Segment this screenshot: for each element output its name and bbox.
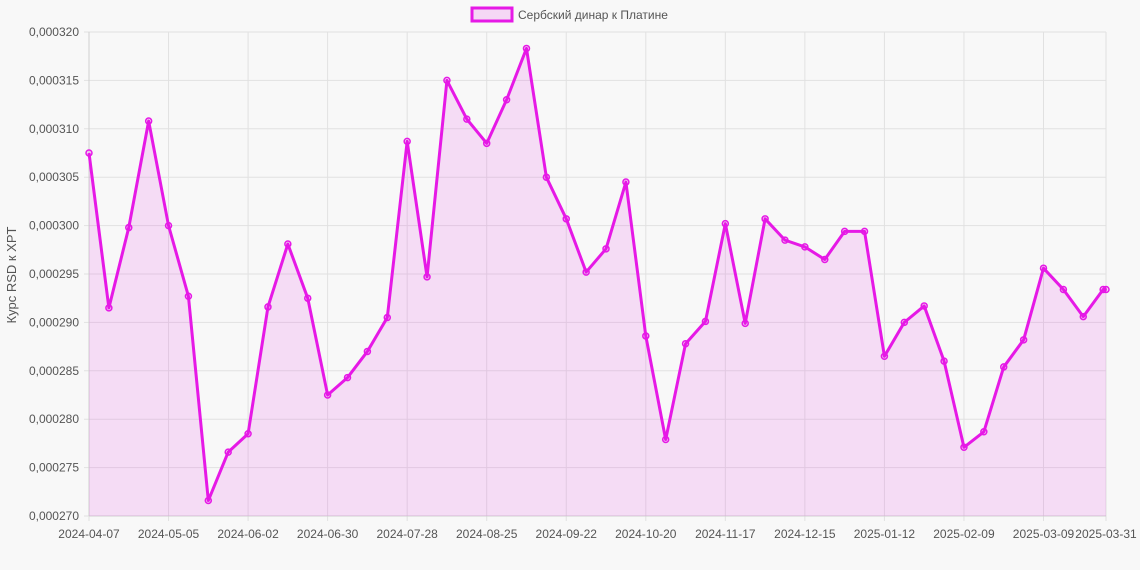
data-point[interactable] — [741, 319, 749, 328]
data-point[interactable] — [860, 227, 869, 236]
x-tick-label: 2024-04-07 — [58, 527, 120, 541]
data-point[interactable] — [821, 255, 829, 264]
series-area-fill — [89, 48, 1106, 517]
y-tick-label: 0,000270 — [29, 509, 79, 523]
x-tick-label: 2025-01-12 — [854, 527, 916, 541]
data-point[interactable] — [224, 448, 232, 456]
x-tick-label: 2024-11-17 — [695, 527, 756, 541]
data-point[interactable] — [1102, 285, 1110, 294]
data-point[interactable] — [284, 240, 292, 248]
y-tick-label: 0,000280 — [29, 412, 79, 426]
data-point[interactable] — [184, 292, 193, 301]
x-tick-label: 2024-10-20 — [615, 527, 677, 541]
data-point[interactable] — [244, 429, 252, 438]
data-point[interactable] — [85, 149, 93, 157]
data-point[interactable] — [661, 435, 670, 444]
x-tick-label: 2025-03-09 — [1013, 527, 1075, 541]
data-point[interactable] — [125, 223, 133, 232]
data-point[interactable] — [1079, 312, 1088, 321]
data-point[interactable] — [701, 317, 710, 326]
data-point[interactable] — [642, 332, 650, 340]
y-tick-label: 0,000320 — [29, 25, 79, 39]
data-point[interactable] — [264, 303, 272, 311]
grid — [84, 31, 1107, 521]
data-point[interactable] — [164, 221, 173, 230]
x-tick-label: 2024-09-22 — [536, 527, 598, 541]
y-tick-label: 0,000285 — [29, 364, 79, 378]
legend-label[interactable]: Сербский динар к Платине — [518, 8, 668, 22]
data-point[interactable] — [761, 215, 769, 223]
data-point[interactable] — [423, 273, 431, 281]
data-point[interactable] — [920, 302, 928, 310]
data-point[interactable] — [1039, 264, 1048, 272]
data-point[interactable] — [681, 339, 690, 348]
y-tick-label: 0,000305 — [29, 170, 79, 184]
y-tick-label: 0,000295 — [29, 267, 79, 281]
data-point[interactable] — [542, 173, 551, 181]
data-point[interactable] — [443, 76, 451, 85]
data-point[interactable] — [781, 236, 789, 244]
data-point[interactable] — [403, 137, 411, 146]
y-tick-label: 0,000300 — [29, 219, 79, 233]
data-point[interactable] — [801, 243, 809, 251]
x-tick-label: 2024-06-30 — [297, 527, 359, 541]
y-tick-label: 0,000315 — [29, 73, 79, 87]
data-point[interactable] — [960, 443, 968, 452]
data-point[interactable] — [522, 44, 531, 53]
data-point[interactable] — [622, 178, 630, 186]
data-point[interactable] — [323, 391, 332, 399]
x-tick-label: 2024-08-25 — [456, 527, 518, 541]
x-tick-label: 2024-05-05 — [138, 527, 200, 541]
data-point[interactable] — [463, 115, 471, 123]
points-layer — [85, 44, 1110, 505]
legend[interactable]: Сербский динар к Платине — [470, 6, 668, 23]
data-point[interactable] — [999, 363, 1008, 371]
y-tick-label: 0,000310 — [29, 122, 79, 136]
x-axis-ticks: 2024-04-07 2024-05-05 2024-06-02 2024-06-30… — [58, 527, 1137, 541]
x-tick-label: 2025-03-31 — [1075, 527, 1137, 541]
y-axis-title: Курс RSD к XPT — [4, 226, 19, 323]
data-point[interactable] — [1019, 336, 1028, 344]
data-point[interactable] — [840, 227, 849, 236]
y-tick-label: 0,000290 — [29, 315, 79, 329]
legend-swatch[interactable] — [470, 6, 514, 23]
x-tick-label: 2024-07-28 — [376, 527, 438, 541]
data-point[interactable] — [721, 219, 730, 228]
y-axis-ticks: 0,000270 0,000275 0,000280 0,000285 0,000290… — [29, 25, 79, 523]
data-point[interactable] — [105, 304, 113, 312]
x-tick-label: 2024-12-15 — [774, 527, 836, 541]
data-point[interactable] — [980, 428, 988, 436]
data-point[interactable] — [602, 245, 610, 253]
data-point[interactable] — [582, 268, 590, 276]
data-point[interactable] — [363, 347, 372, 356]
data-point[interactable] — [204, 496, 213, 505]
data-point[interactable] — [303, 294, 312, 302]
x-tick-label: 2024-06-02 — [217, 527, 279, 541]
data-point[interactable] — [383, 313, 392, 322]
series-line — [87, 46, 1106, 503]
data-point[interactable] — [562, 215, 571, 223]
data-point[interactable] — [144, 117, 153, 125]
data-point[interactable] — [940, 357, 948, 365]
data-point[interactable] — [502, 96, 511, 104]
y-tick-label: 0,000275 — [29, 461, 79, 475]
x-tick-label: 2025-02-09 — [933, 527, 995, 541]
data-point[interactable] — [1059, 285, 1068, 294]
data-point[interactable] — [343, 373, 352, 382]
area-layer — [87, 46, 1106, 517]
data-point[interactable] — [482, 139, 491, 148]
data-point[interactable] — [880, 352, 889, 361]
data-point[interactable] — [900, 318, 909, 327]
